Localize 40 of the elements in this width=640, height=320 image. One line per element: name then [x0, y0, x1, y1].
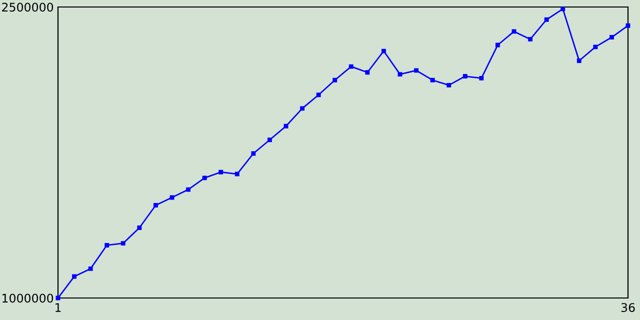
point	[560, 6, 566, 12]
point	[609, 35, 614, 40]
point	[284, 124, 288, 128]
point	[202, 176, 207, 180]
point	[104, 243, 110, 248]
point	[186, 187, 191, 192]
point	[332, 78, 338, 82]
point	[170, 195, 174, 200]
point	[462, 74, 468, 78]
point	[593, 44, 598, 50]
point	[446, 82, 452, 88]
point	[251, 151, 256, 156]
point	[576, 58, 582, 63]
point	[56, 296, 60, 300]
y-tick-label: 1000000	[2, 294, 54, 303]
point	[414, 68, 419, 73]
point	[267, 138, 272, 142]
point	[137, 226, 142, 230]
point	[544, 17, 549, 22]
point	[72, 274, 77, 279]
point	[153, 203, 158, 208]
point	[381, 48, 386, 54]
x-tick-label: 1	[56, 303, 61, 312]
point	[218, 170, 224, 174]
point	[365, 70, 370, 75]
point	[398, 72, 402, 77]
point	[316, 92, 321, 98]
point	[300, 106, 305, 111]
point	[512, 29, 516, 34]
point	[626, 23, 630, 28]
point	[528, 36, 533, 42]
point	[88, 266, 93, 271]
x-tick-label: 36	[621, 303, 635, 312]
point	[479, 76, 484, 80]
point	[495, 42, 500, 48]
y-tick-label: 2500000	[2, 2, 54, 12]
point	[120, 241, 126, 246]
point	[430, 78, 435, 82]
point	[234, 172, 240, 176]
point	[348, 64, 354, 69]
